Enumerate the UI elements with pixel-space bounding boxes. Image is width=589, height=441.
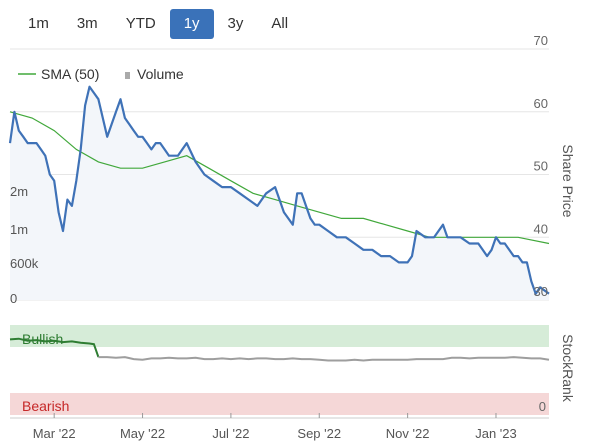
volume-tick-label: 600k (10, 256, 39, 271)
x-tick-label: Jul '22 (212, 426, 249, 441)
sma-legend-label[interactable]: SMA (50) (41, 66, 99, 82)
volume-legend-swatch (125, 72, 130, 79)
chart-legend: SMA (50) Volume (18, 66, 184, 82)
price-axis-title: Share Price (560, 144, 576, 217)
range-tab-all[interactable]: All (271, 15, 289, 32)
x-tick-label: Mar '22 (33, 426, 76, 441)
x-tick-label: Nov '22 (386, 426, 430, 441)
x-tick-label: May '22 (120, 426, 165, 441)
stockrank-axis-title: StockRank (560, 334, 576, 403)
stockrank-series (9, 337, 550, 362)
stockrank-bands: Bullish Bearish 0 (10, 325, 549, 415)
volume-tick-label: 0 (10, 291, 17, 306)
volume-tick-label: 2m (10, 184, 28, 199)
price-area (10, 86, 549, 300)
x-tick-label: Jan '23 (475, 426, 517, 441)
price-tick-label: 60 (534, 96, 548, 111)
stockrank-line-bullish (9, 337, 100, 358)
share-price-line (8, 85, 550, 295)
price-axis-ticks: 30 40 50 60 70 (534, 33, 548, 299)
stockrank-zero-tick: 0 (539, 399, 546, 414)
price-tick-label: 40 (534, 221, 548, 236)
range-tab-ytd[interactable]: YTD (125, 15, 156, 32)
range-tab-3y[interactable]: 3y (227, 15, 244, 32)
range-tab-3m[interactable]: 3m (76, 15, 98, 32)
volume-tick-label: 1m (10, 222, 28, 237)
x-axis: Mar '22 May '22 Jul '22 Sep '22 Nov '22 Jan '… (10, 413, 549, 441)
price-tick-label: 50 (534, 159, 548, 174)
stockrank-line (98, 356, 550, 362)
volume-legend-label[interactable]: Volume (137, 66, 184, 82)
range-tabs: 1m 3m YTD 1y 3y All (14, 9, 302, 39)
bullish-band (10, 325, 549, 347)
price-series (8, 85, 550, 300)
price-tick-label: 30 (534, 284, 548, 299)
x-tick-label: Sep '22 (297, 426, 341, 441)
bearish-label: Bearish (22, 398, 69, 414)
bullish-label: Bullish (22, 331, 63, 347)
bearish-band (10, 393, 549, 415)
range-tab-1m[interactable]: 1m (28, 15, 49, 32)
range-tab-1y[interactable]: 1y (169, 9, 214, 39)
volume-axis-ticks: 0 600k 1m 2m (10, 184, 39, 306)
price-tick-label: 70 (534, 33, 548, 48)
